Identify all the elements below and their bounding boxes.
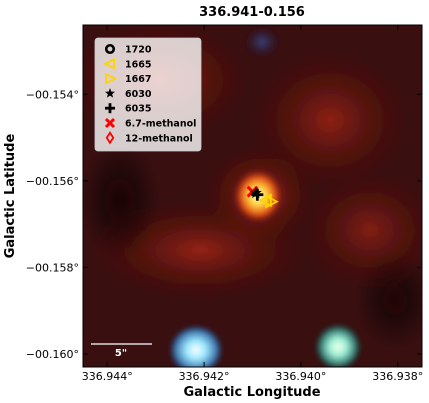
legend-label: 6035 xyxy=(125,104,151,115)
y-axis: −00.154° −00.156° −00.158° −00.160° xyxy=(26,88,422,361)
legend-label: 1720 xyxy=(125,45,152,56)
legend-marker-1667 xyxy=(105,72,118,85)
legend-label: 12-methanol xyxy=(125,133,193,144)
chart-title: 336.941-0.156 xyxy=(199,5,305,20)
legend: 1720 1665 1667 6030 6035 6.7-methanol 12-metha… xyxy=(94,37,202,152)
plot-frame xyxy=(82,24,423,368)
y-tick-label: −00.154° xyxy=(26,88,79,101)
x-axis-label: Galactic Longitude xyxy=(183,385,320,400)
data-point-1667 xyxy=(265,194,279,209)
legend-label: 6.7-methanol xyxy=(125,119,196,130)
y-axis-label: Galactic Latitude xyxy=(3,134,18,259)
legend-marker-6-7-methanol xyxy=(104,117,116,129)
legend-box xyxy=(94,37,202,152)
data-point-6030 xyxy=(249,186,262,199)
x-tick-label: 336.940° xyxy=(275,370,326,383)
sky-image xyxy=(83,25,422,367)
legend-marker-6030 xyxy=(105,88,115,98)
scale-bar-label: 5" xyxy=(115,348,127,359)
legend-marker-1665 xyxy=(102,57,115,70)
legend-label: 6030 xyxy=(125,89,152,100)
legend-label: 1665 xyxy=(125,59,151,70)
x-tick-label: 336.944° xyxy=(82,370,133,383)
scale-bar: 5" xyxy=(91,343,152,359)
y-tick-label: −00.158° xyxy=(26,261,79,274)
legend-marker-12-methanol xyxy=(105,131,115,145)
legend-marker-6035 xyxy=(105,103,115,114)
data-point-6035 xyxy=(251,188,264,201)
x-tick-label: 336.938° xyxy=(372,370,423,383)
x-tick-label: 336.942° xyxy=(179,370,230,383)
y-tick-label: −00.160° xyxy=(26,348,79,361)
legend-marker-1720 xyxy=(104,43,116,55)
legend-label: 1667 xyxy=(125,74,151,85)
x-axis: 336.944° 336.942° 336.940° 336.938° xyxy=(82,25,423,383)
data-markers xyxy=(246,185,279,209)
y-tick-label: −00.156° xyxy=(26,175,79,188)
